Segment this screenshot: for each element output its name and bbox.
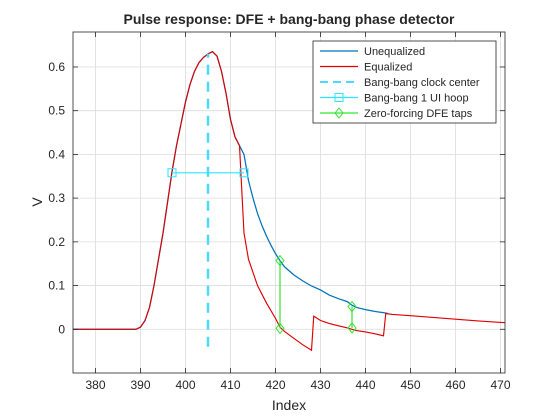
x-tick-label: 400 bbox=[175, 378, 195, 392]
y-tick-label: 0.6 bbox=[48, 60, 65, 74]
zero-forcing-tap-marker-bottom bbox=[275, 322, 285, 335]
tick-layer: 380 390 400 410 420 430 440 450 460 470 0 0.1 0.2 0.3… bbox=[48, 32, 511, 392]
x-tick-label: 440 bbox=[355, 378, 375, 392]
legend-diamond-marker bbox=[334, 107, 344, 119]
legend-label: Unequalized bbox=[364, 46, 425, 58]
chart-title: Pulse response: DFE + bang-bang phase de… bbox=[123, 11, 455, 27]
y-tick-label: 0.5 bbox=[48, 104, 65, 118]
axes-box bbox=[72, 31, 506, 374]
x-tick-label: 430 bbox=[310, 378, 330, 392]
legend-label: Equalized bbox=[364, 62, 412, 74]
zero-forcing-tap-marker-top bbox=[347, 300, 357, 313]
legend-label: Bang-bang clock center bbox=[364, 77, 480, 89]
zero-forcing-tap-marker-bottom bbox=[347, 322, 357, 334]
bang-bang-hoop-marker bbox=[167, 168, 177, 178]
equalized-series-line bbox=[73, 50, 505, 352]
y-tick-label: 0.4 bbox=[48, 147, 65, 161]
bang-bang-hoop-marker bbox=[239, 168, 249, 178]
x-tick-label: 460 bbox=[445, 378, 465, 392]
x-tick-label: 380 bbox=[85, 378, 105, 392]
zero-forcing-tap-marker-top bbox=[275, 254, 285, 267]
legend-square-marker bbox=[334, 93, 344, 102]
y-tick-label: 0.2 bbox=[48, 235, 65, 249]
legend-label: Zero-forcing DFE taps bbox=[364, 108, 473, 120]
x-tick-label: 470 bbox=[490, 378, 510, 392]
y-axis-label: V bbox=[29, 197, 45, 207]
legend-label: Bang-bang 1 UI hoop bbox=[364, 93, 469, 105]
x-tick-label: 420 bbox=[265, 378, 285, 392]
legend-box bbox=[312, 40, 497, 124]
x-tick-label: 410 bbox=[220, 378, 240, 392]
legend: Unequalized Equalized Bang-bang clock cent… bbox=[312, 40, 497, 124]
x-tick-label: 450 bbox=[400, 378, 420, 392]
label-layer: Pulse response: DFE + bang-bang phase de… bbox=[29, 11, 455, 413]
x-axis-label: Index bbox=[272, 397, 306, 413]
x-tick-label: 390 bbox=[130, 378, 150, 392]
series-layer bbox=[73, 50, 505, 352]
y-tick-label: 0.3 bbox=[48, 191, 65, 205]
y-tick-label: 0 bbox=[58, 322, 65, 336]
y-tick-label: 0.1 bbox=[48, 279, 65, 293]
